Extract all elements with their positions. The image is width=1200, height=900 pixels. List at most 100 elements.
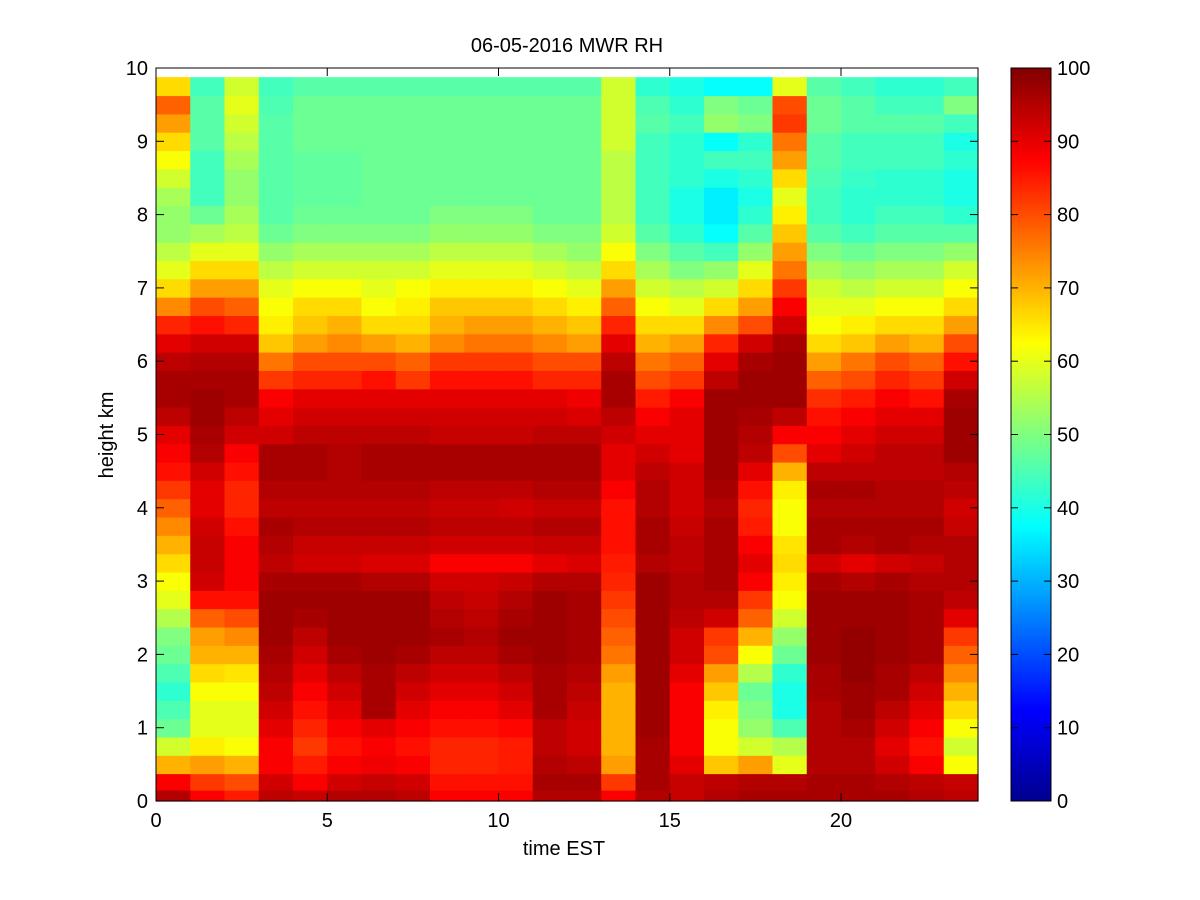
heatmap-cell: [327, 132, 362, 151]
heatmap-cell: [396, 370, 431, 389]
heatmap-cell: [499, 150, 534, 169]
heatmap-cell: [738, 297, 773, 316]
heatmap-cell: [704, 260, 739, 279]
heatmap-cell: [601, 535, 636, 554]
heatmap-cell: [601, 187, 636, 206]
heatmap-cell: [773, 572, 808, 591]
heatmap-cell: [841, 554, 876, 573]
heatmap-cell: [704, 572, 739, 591]
heatmap-cell: [190, 627, 225, 646]
heatmap-cell: [807, 297, 842, 316]
heatmap-cell: [567, 774, 602, 791]
heatmap-cell: [190, 719, 225, 738]
heatmap-cell: [190, 114, 225, 133]
heatmap-cell: [601, 260, 636, 279]
heatmap-cell: [670, 77, 705, 96]
colorbar-tick-label: 0: [1057, 791, 1068, 813]
heatmap-cell: [362, 425, 397, 444]
heatmap-cell: [704, 205, 739, 224]
heatmap-cell: [464, 315, 499, 334]
heatmap-cell: [430, 169, 465, 188]
heatmap-cell: [738, 407, 773, 426]
heatmap-cell: [225, 334, 260, 353]
heatmap-cell: [293, 150, 328, 169]
heatmap-cell: [601, 334, 636, 353]
heatmap-cell: [396, 774, 431, 791]
heatmap-cell: [225, 425, 260, 444]
heatmap-cell: [910, 260, 945, 279]
heatmap-cell: [773, 480, 808, 499]
heatmap-cell: [225, 609, 260, 628]
heatmap-cell: [807, 407, 842, 426]
heatmap-cell: [190, 609, 225, 628]
heatmap-cell: [464, 370, 499, 389]
heatmap-cell: [225, 224, 260, 243]
heatmap-cell: [944, 315, 979, 334]
heatmap-cell: [464, 462, 499, 481]
heatmap-cell: [944, 755, 979, 774]
heatmap-cell: [875, 719, 910, 738]
heatmap-cell: [875, 370, 910, 389]
heatmap-cell: [944, 609, 979, 628]
heatmap-cell: [636, 700, 671, 719]
heatmap-cell: [464, 114, 499, 133]
heatmap-cell: [567, 169, 602, 188]
heatmap-cell: [499, 645, 534, 664]
heatmap-cell: [704, 425, 739, 444]
heatmap-cell: [773, 205, 808, 224]
heatmap-cell: [156, 95, 191, 114]
heatmap-cell: [464, 205, 499, 224]
heatmap-cell: [190, 535, 225, 554]
heatmap-cell: [704, 462, 739, 481]
heatmap-cell: [841, 682, 876, 701]
heatmap-cell: [738, 737, 773, 756]
heatmap-cell: [362, 389, 397, 408]
heatmap-cell: [259, 609, 294, 628]
heatmap-cell: [396, 535, 431, 554]
heatmap-cell: [636, 590, 671, 609]
x-tick-label: 15: [659, 810, 681, 832]
heatmap-cell: [670, 499, 705, 518]
heatmap-cell: [430, 150, 465, 169]
heatmap-cell: [464, 664, 499, 683]
heatmap-cell: [430, 132, 465, 151]
heatmap-cell: [499, 719, 534, 738]
heatmap-cell: [773, 389, 808, 408]
heatmap-cell: [636, 499, 671, 518]
heatmap-cell: [944, 517, 979, 536]
heatmap-cell: [533, 334, 568, 353]
heatmap-cell: [841, 790, 876, 802]
heatmap-cell: [533, 242, 568, 261]
heatmap-cell: [156, 389, 191, 408]
heatmap-cell: [567, 279, 602, 298]
heatmap-cell: [601, 205, 636, 224]
heatmap-cell: [190, 462, 225, 481]
heatmap-cell: [841, 150, 876, 169]
heatmap-cell: [807, 187, 842, 206]
heatmap-cell: [670, 755, 705, 774]
heatmap-cell: [225, 682, 260, 701]
heatmap-cell: [807, 224, 842, 243]
heatmap-cell: [499, 535, 534, 554]
heatmap-cell: [601, 352, 636, 371]
heatmap-cell: [259, 590, 294, 609]
heatmap-cell: [670, 205, 705, 224]
heatmap-cell: [225, 480, 260, 499]
heatmap-cell: [362, 297, 397, 316]
heatmap-cell: [704, 334, 739, 353]
heatmap-cell: [533, 95, 568, 114]
heatmap-cell: [567, 627, 602, 646]
heatmap-cell: [807, 95, 842, 114]
heatmap-cell: [910, 95, 945, 114]
heatmap-cell: [841, 352, 876, 371]
heatmap-cell: [430, 95, 465, 114]
y-tick-label: 6: [137, 351, 148, 373]
heatmap-cell: [875, 425, 910, 444]
heatmap-cell: [293, 609, 328, 628]
heatmap-cell: [362, 480, 397, 499]
heatmap-cell: [464, 242, 499, 261]
x-axis-label: time EST: [523, 838, 605, 860]
heatmap-cell: [875, 224, 910, 243]
heatmap-cell: [293, 352, 328, 371]
heatmap-cell: [396, 77, 431, 96]
